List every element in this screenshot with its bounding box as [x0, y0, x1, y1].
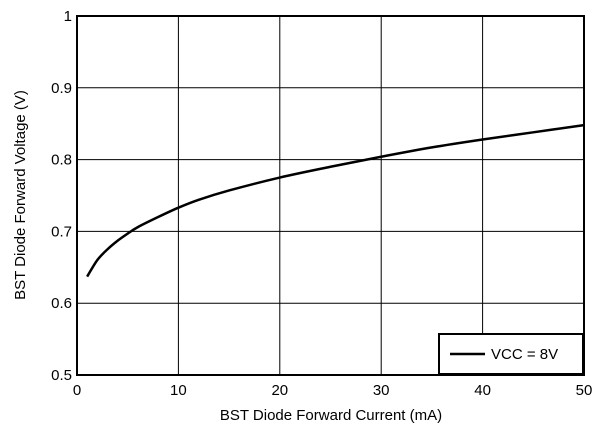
y-tick-label: 0.8 — [51, 152, 72, 169]
y-tick-label: 0.9 — [51, 80, 72, 97]
x-tick-label: 40 — [474, 382, 491, 399]
series-line — [86, 123, 585, 278]
x-axis-label: BST Diode Forward Current (mA) — [220, 407, 442, 424]
legend-label: VCC = 8V — [491, 346, 558, 363]
x-tick-label: 0 — [73, 382, 81, 399]
x-tick-label: 50 — [576, 382, 593, 399]
x-tick-label: 10 — [170, 382, 187, 399]
series-layer — [86, 123, 585, 278]
y-tick-label: 1 — [64, 8, 72, 25]
x-tick-label: 30 — [373, 382, 390, 399]
tick-labels: 0 10 20 30 40 50 0.5 0.6 0.7 0.8 0.9 1 — [51, 8, 592, 399]
y-tick-label: 0.6 — [51, 295, 72, 312]
x-tick-label: 20 — [271, 382, 288, 399]
y-tick-label: 0.7 — [51, 223, 72, 240]
legend: VCC = 8V — [438, 333, 584, 375]
plot-frame — [76, 15, 585, 376]
y-axis-label: BST Diode Forward Voltage (V) — [12, 90, 29, 300]
grid-lines — [77, 16, 584, 375]
legend-box — [438, 333, 584, 375]
y-tick-label: 0.5 — [51, 367, 72, 384]
